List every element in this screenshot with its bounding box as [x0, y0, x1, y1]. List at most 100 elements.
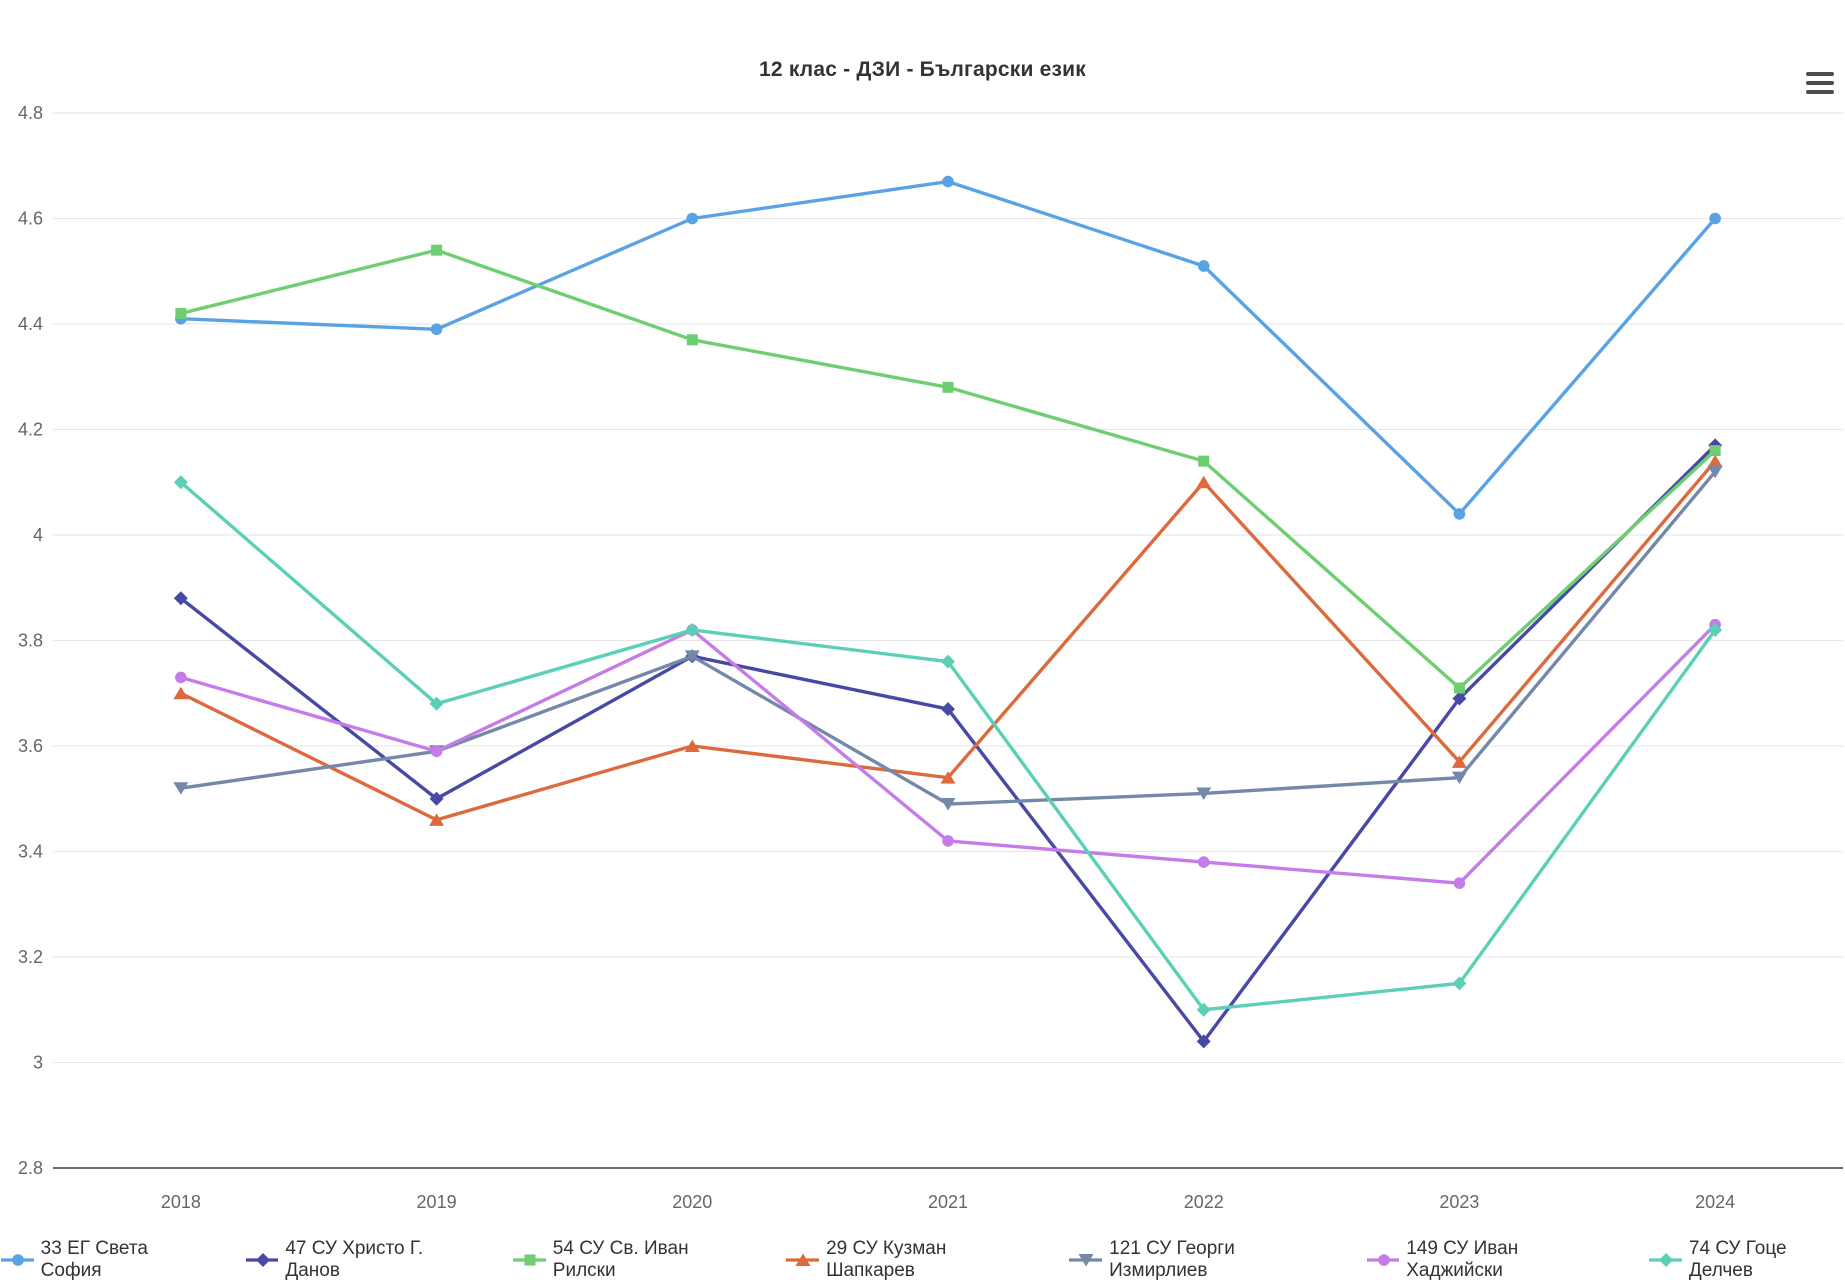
x-axis-label: 2021 [928, 1192, 968, 1212]
series-line-0[interactable] [179, 179, 1717, 516]
data-point-4-2022[interactable] [1196, 787, 1212, 800]
data-point-4-2021[interactable] [940, 798, 956, 811]
data-point-2-2024[interactable] [1709, 445, 1721, 457]
data-point-0-2023[interactable] [1453, 508, 1466, 520]
legend-label: 47 СУ Христо Г. Данов [285, 1238, 424, 1281]
legend-marker-icon [1649, 1253, 1682, 1267]
legend-marker-icon [1, 1254, 34, 1266]
legend-item-6[interactable]: 74 СУ Гоце Делчев [1648, 1238, 1845, 1282]
y-axis-label: 3.4 [18, 842, 43, 862]
data-point-6-2024[interactable] [1708, 622, 1723, 637]
data-point-0-2021[interactable] [942, 175, 954, 188]
legend-item-4[interactable]: 121 СУ Георги Измирлиев [1068, 1238, 1323, 1282]
chart-legend: 33 ЕГ Света София 47 СУ Христо Г. Данов 54… [0, 1238, 1845, 1282]
data-point-2-2020[interactable] [686, 334, 698, 346]
data-point-3-2021[interactable] [940, 771, 956, 784]
data-point-0-2019[interactable] [430, 323, 443, 336]
data-point-6-2020[interactable] [685, 622, 700, 637]
series-3 [173, 454, 1723, 826]
data-point-3-2023[interactable] [1451, 755, 1467, 768]
series-4 [173, 465, 1723, 811]
legend-marker-icon [1366, 1254, 1400, 1266]
data-point-2-2019[interactable] [431, 244, 443, 256]
hamburger-bar [1806, 72, 1834, 77]
data-point-6-2022[interactable] [1196, 1002, 1211, 1017]
data-point-6-2021[interactable] [941, 654, 955, 669]
data-point-2-2021[interactable] [942, 381, 954, 393]
data-point-0-2024[interactable] [1709, 212, 1721, 225]
legend-marker-icon [513, 1254, 546, 1266]
series-line-4[interactable] [179, 470, 1717, 806]
data-point-2-2023[interactable] [1453, 682, 1465, 694]
legend-marker-shape[interactable] [1078, 1254, 1094, 1267]
series-2 [175, 244, 1721, 694]
y-axis-label: 4.2 [18, 420, 43, 440]
y-axis-label: 3.6 [18, 736, 43, 756]
series-line-2[interactable] [179, 248, 1717, 690]
legend-item-2[interactable]: 54 СУ Св. Иван Рилски [512, 1238, 743, 1282]
data-point-3-2018[interactable] [173, 686, 189, 700]
legend-marker-shape[interactable] [1377, 1254, 1390, 1266]
legend-marker-shape[interactable] [255, 1253, 270, 1267]
y-axis-label: 3.8 [18, 631, 43, 651]
legend-label: 54 СУ Св. Иван Рилски [552, 1238, 689, 1281]
data-point-5-2022[interactable] [1197, 856, 1210, 868]
data-point-4-2020[interactable] [684, 650, 700, 663]
y-axis-label: 4 [33, 525, 43, 545]
y-axis-label: 4.6 [18, 209, 43, 229]
data-point-6-2018[interactable] [173, 475, 188, 490]
data-point-4-2018[interactable] [173, 782, 189, 795]
legend-marker-shape[interactable] [795, 1253, 811, 1267]
legend-marker-shape[interactable] [1659, 1253, 1674, 1267]
x-axis-label: 2022 [1184, 1192, 1224, 1212]
legend-marker-icon [1069, 1254, 1103, 1267]
series-0 [175, 175, 1721, 520]
legend-marker-shape[interactable] [12, 1254, 24, 1266]
data-point-3-2022[interactable] [1196, 475, 1212, 489]
legend-label: 121 СУ Георги Измирлиев [1109, 1238, 1235, 1281]
data-point-5-2021[interactable] [942, 835, 954, 847]
data-point-1-2022[interactable] [1196, 1034, 1211, 1049]
data-point-3-2020[interactable] [684, 739, 700, 753]
legend-label: 29 СУ Кузман Шапкарев [826, 1238, 947, 1281]
y-axis-label: 4.4 [18, 314, 43, 334]
hamburger-bar [1806, 80, 1834, 86]
legend-item-5[interactable]: 149 СУ Иван Хаджийски [1366, 1238, 1607, 1282]
data-point-0-2022[interactable] [1197, 260, 1210, 272]
legend-marker-shape[interactable] [524, 1254, 536, 1266]
data-point-3-2019[interactable] [429, 813, 445, 826]
data-point-1-2023[interactable] [1452, 691, 1467, 706]
data-point-0-2020[interactable] [686, 212, 699, 225]
data-point-6-2019[interactable] [429, 696, 444, 711]
data-point-3-2024[interactable] [1707, 454, 1723, 468]
data-point-5-2023[interactable] [1453, 877, 1466, 889]
y-axis-label: 3 [33, 1053, 43, 1073]
x-axis-label: 2018 [161, 1192, 201, 1212]
data-point-1-2021[interactable] [941, 702, 955, 717]
data-point-2-2022[interactable] [1198, 455, 1210, 467]
hamburger-bar [1806, 89, 1834, 94]
data-point-4-2023[interactable] [1451, 771, 1467, 785]
x-axis-label: 2019 [417, 1192, 457, 1212]
legend-item-0[interactable]: 33 ЕГ Света София [0, 1238, 203, 1282]
legend-label: 74 СУ Гоце Делчев [1688, 1238, 1787, 1281]
data-point-5-2018[interactable] [175, 671, 187, 684]
data-point-2-2018[interactable] [175, 307, 187, 319]
data-point-5-2019[interactable] [430, 745, 443, 758]
legend-item-1[interactable]: 47 СУ Христо Г. Данов [245, 1238, 470, 1282]
y-axis-label: 4.8 [18, 103, 43, 123]
legend-label: 33 ЕГ Света София [40, 1238, 148, 1281]
series-6 [173, 475, 1723, 1017]
data-point-4-2024[interactable] [1707, 465, 1723, 479]
y-axis-label: 2.8 [18, 1158, 43, 1178]
hamburger-menu-icon[interactable] [1806, 72, 1836, 94]
data-point-1-2019[interactable] [429, 791, 444, 806]
x-axis-label: 2020 [672, 1192, 712, 1212]
data-point-6-2023[interactable] [1452, 976, 1467, 991]
legend-item-3[interactable]: 29 СУ Кузман Шапкарев [785, 1238, 1026, 1282]
data-point-1-2018[interactable] [173, 591, 188, 606]
legend-marker-icon [786, 1253, 820, 1267]
x-axis-label: 2023 [1439, 1192, 1479, 1212]
